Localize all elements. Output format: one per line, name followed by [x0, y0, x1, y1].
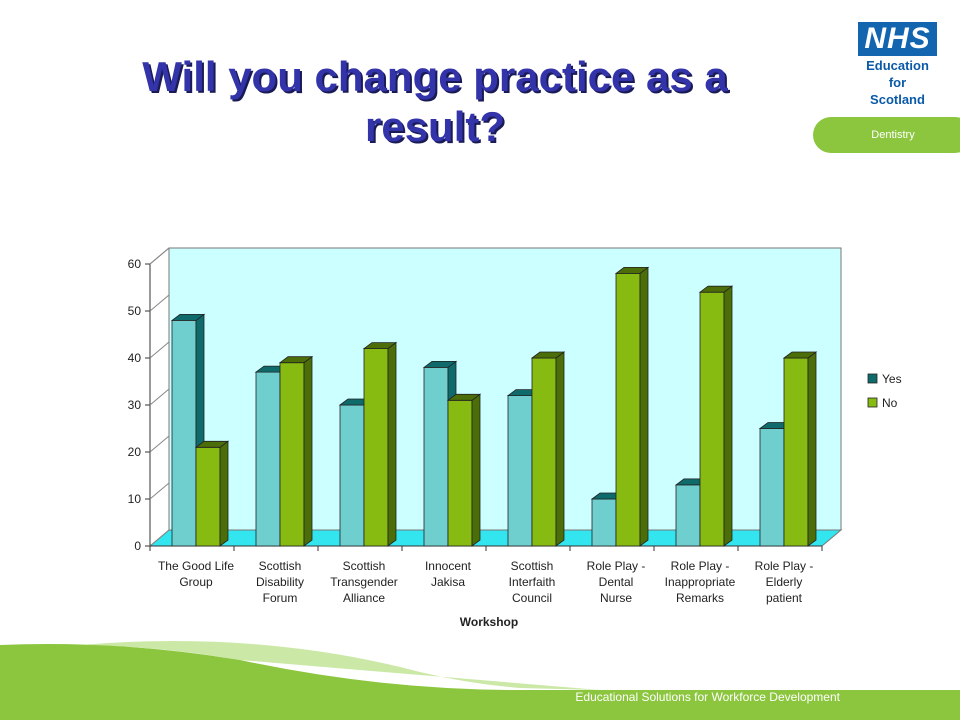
x-tick-label: Scottish [259, 559, 302, 573]
x-tick-label: Scottish [343, 559, 386, 573]
slide-title-line2: result? [364, 103, 506, 150]
y-grid-diagonal [149, 435, 170, 453]
x-tick-label: Role Play - [755, 559, 814, 573]
bar-no [278, 355, 314, 547]
x-tick-label: Innocent [425, 559, 472, 573]
x-tick-label: Remarks [676, 591, 724, 605]
x-tick-label: Dental [599, 575, 634, 589]
y-grid-diagonal [149, 529, 170, 547]
slide-title: Will you change practice as a result? [60, 52, 810, 152]
x-tick-label: Council [512, 591, 552, 605]
bar-no-side [387, 341, 397, 547]
bar-yes-front [255, 371, 281, 547]
x-tick-label: Transgender [330, 575, 398, 589]
y-tick-label: 60 [128, 257, 142, 271]
y-grid-diagonal [149, 247, 170, 265]
bar-no-top [278, 356, 314, 364]
nhs-logo-mark: NHS [858, 22, 937, 56]
bar-no-side [555, 351, 565, 547]
y-tick-label: 20 [128, 445, 142, 459]
x-tick-label: Role Play - [671, 559, 730, 573]
bar-no [194, 440, 230, 547]
plot-floor [148, 529, 843, 547]
bar-no-top [446, 393, 482, 401]
x-tick-label: Alliance [343, 591, 385, 605]
bar-no-side [471, 393, 481, 547]
bar-yes-top [170, 313, 206, 321]
legend-label-yes: Yes [882, 372, 902, 386]
x-tick-label: Inappropriate [665, 575, 736, 589]
bar-no-side [807, 351, 817, 547]
bar-no-front [783, 357, 809, 547]
bar-no [698, 285, 734, 547]
x-tick-label: Group [179, 575, 213, 589]
bar-no [530, 351, 566, 547]
section-label: Dentistry [813, 117, 960, 153]
y-tick-label: 40 [128, 351, 142, 365]
footer-wave [0, 644, 960, 720]
bar-no-front [699, 291, 725, 547]
bar-no-front [279, 362, 305, 547]
bar-no-top [530, 351, 566, 359]
x-tick-label: Jakisa [431, 575, 465, 589]
bar-yes-front [171, 319, 197, 547]
bar-no-front [447, 399, 473, 547]
bar-yes-front [591, 498, 617, 547]
bar-no-top [782, 351, 818, 359]
bar-yes-front [339, 404, 365, 547]
x-tick-label: Elderly [766, 575, 803, 589]
bar-yes-front [675, 484, 701, 547]
bar-no-top [362, 342, 398, 350]
y-grid-diagonal [149, 341, 170, 359]
bar-no-front [195, 446, 221, 547]
y-tick-label: 10 [128, 492, 142, 506]
bar-no [446, 393, 482, 547]
chart-legend: Yes No [867, 372, 902, 410]
x-tick-label: The Good Life [158, 559, 234, 573]
bar-yes-front [507, 395, 533, 547]
legend-swatch-no [867, 397, 878, 408]
legend-swatch-yes [867, 373, 878, 384]
nhs-logo: NHS Education for Scotland [845, 22, 950, 107]
bar-yes-top [422, 360, 458, 368]
x-tick-label: Role Play - [587, 559, 646, 573]
bar-no-side [303, 355, 313, 547]
footer-text: Educational Solutions for Workforce Deve… [575, 690, 840, 704]
y-tick-label: 50 [128, 304, 142, 318]
nhs-logo-line1: Education [866, 58, 929, 73]
bar-no-side [219, 440, 229, 547]
x-tick-label: patient [766, 591, 803, 605]
y-tick-label: 30 [128, 398, 142, 412]
x-axis-title: Workshop [460, 615, 518, 629]
y-grid-diagonal [149, 482, 170, 500]
bar-no-front [531, 357, 557, 547]
bar-no-front [615, 272, 641, 547]
bar-no-top [614, 266, 650, 274]
nhs-logo-line3: Scotland [870, 92, 925, 107]
y-grid-diagonal [149, 294, 170, 312]
bar-yes-front [423, 366, 449, 547]
x-tick-label: Forum [263, 591, 298, 605]
bar-yes-front [759, 428, 785, 547]
x-tick-label: Nurse [600, 591, 632, 605]
bar-no [614, 266, 650, 547]
nhs-logo-line2: for [888, 75, 907, 90]
y-grid-diagonal [149, 388, 170, 406]
x-tick-label: Disability [256, 575, 304, 589]
bar-no [782, 351, 818, 547]
bar-no-top [698, 285, 734, 293]
legend-label-no: No [882, 396, 898, 410]
bar-no [362, 341, 398, 547]
x-tick-label: Scottish [511, 559, 554, 573]
footer-wave-highlight [80, 641, 600, 690]
bar-no-side [723, 285, 733, 547]
y-tick-label: 0 [134, 539, 141, 553]
x-tick-label: Interfaith [509, 575, 556, 589]
slide-title-line1: Will you change practice as a [142, 53, 728, 100]
bar-no-top [194, 440, 230, 448]
bar-no-side [639, 266, 649, 547]
bar-no-front [363, 348, 389, 547]
